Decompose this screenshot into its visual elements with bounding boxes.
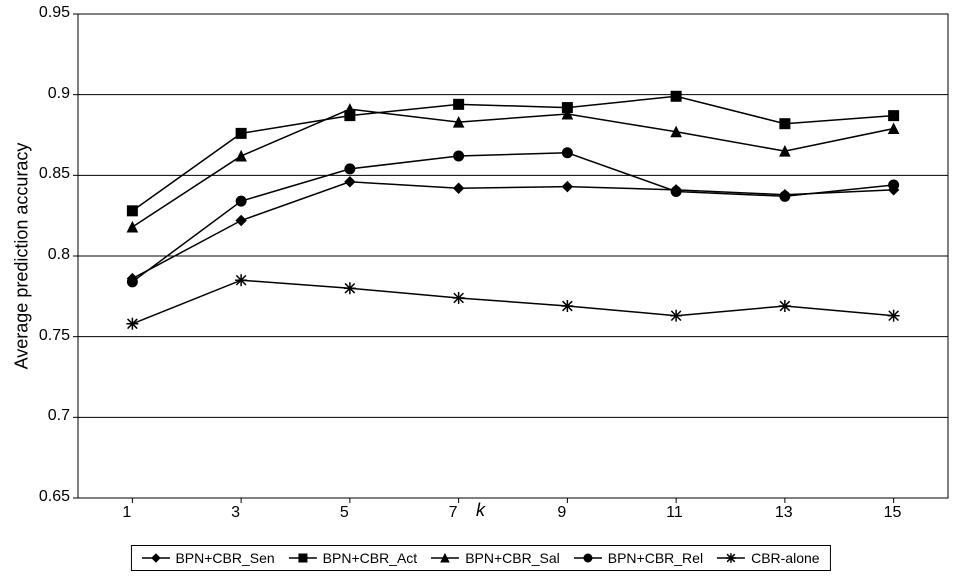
x-tick-label: 9 (557, 504, 566, 522)
chart-container: Average prediction accuracy k 0.65 0.7 0.7… (0, 0, 961, 577)
y-tick-label: 0.85 (39, 165, 70, 183)
circle-icon (574, 551, 602, 565)
star-icon (717, 551, 745, 565)
y-axis-label: Average prediction accuracy (12, 143, 33, 370)
chart-plot (0, 0, 961, 520)
x-tick-label: 7 (449, 504, 458, 522)
y-tick-label: 0.75 (39, 327, 70, 345)
x-tick-label: 13 (775, 504, 793, 522)
y-tick-label: 0.8 (48, 246, 70, 264)
square-icon (289, 551, 317, 565)
legend-label: BPN+CBR_Sen (175, 550, 274, 566)
legend-label: BPN+CBR_Sal (465, 550, 560, 566)
legend-item: BPN+CBR_Sal (431, 550, 560, 566)
legend-label: CBR-alone (751, 550, 819, 566)
diamond-icon (141, 551, 169, 565)
y-tick-label: 0.7 (48, 407, 70, 425)
x-axis-label: k (0, 500, 961, 521)
legend-item: BPN+CBR_Sen (141, 550, 274, 566)
x-tick-label: 5 (340, 504, 349, 522)
y-tick-label: 0.65 (39, 488, 70, 506)
y-tick-label: 0.9 (48, 85, 70, 103)
legend-item: CBR-alone (717, 550, 819, 566)
y-tick-label: 0.95 (39, 4, 70, 22)
legend: BPN+CBR_Sen BPN+CBR_Act BPN+CBR_Sal BPN+CBR… (130, 545, 830, 571)
x-tick-label: 15 (884, 504, 902, 522)
x-tick-label: 11 (666, 504, 683, 522)
triangle-icon (431, 551, 459, 565)
legend-label: BPN+CBR_Act (323, 550, 418, 566)
legend-item: BPN+CBR_Act (289, 550, 418, 566)
legend-label: BPN+CBR_Rel (608, 550, 703, 566)
legend-item: BPN+CBR_Rel (574, 550, 703, 566)
x-tick-label: 3 (231, 504, 240, 522)
x-tick-label: 1 (122, 504, 131, 522)
